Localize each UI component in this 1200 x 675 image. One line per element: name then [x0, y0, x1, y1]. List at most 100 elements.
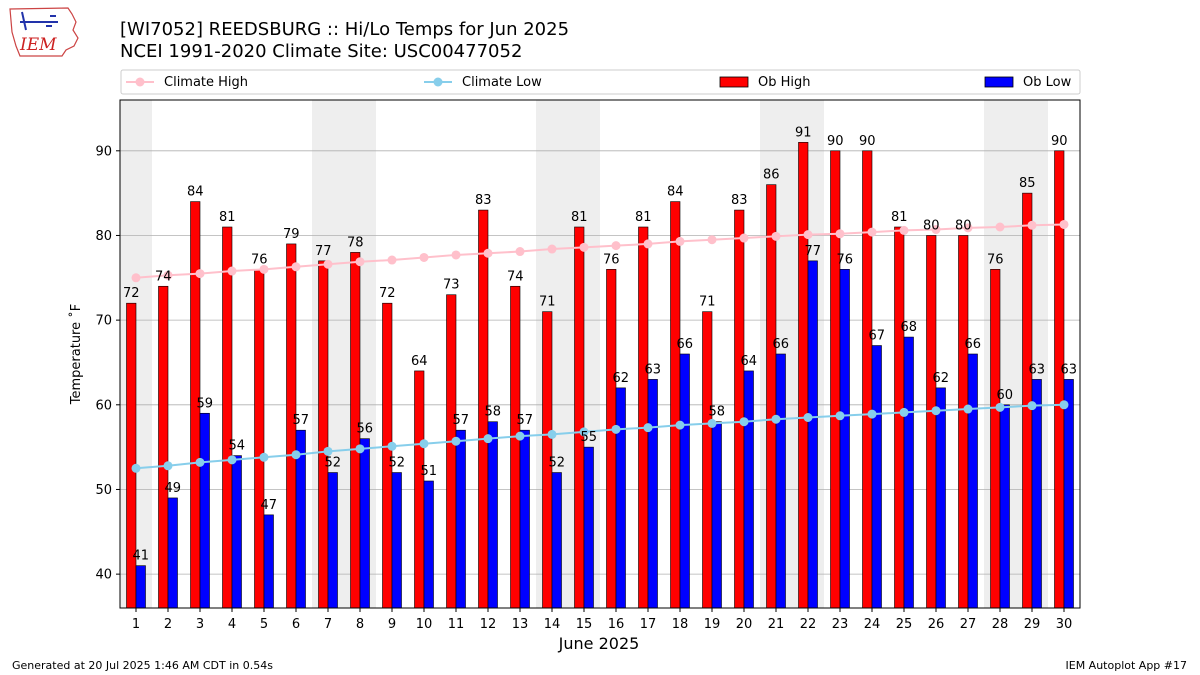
climate-low-point-day-23: [835, 411, 845, 421]
legend-ob-low: Ob Low: [984, 75, 1072, 90]
weather-station-icon: [20, 11, 58, 31]
x-tick-label-13: 13: [512, 617, 529, 632]
x-axis-title: June 2025: [558, 634, 640, 653]
ob-low-bar-day-25: [903, 336, 914, 609]
y-tick-label-60: 60: [95, 398, 112, 413]
chart-subtitle: NCEI 1991-2020 Climate Site: USC00477052: [120, 41, 522, 62]
ob-high-bar-day-18: [670, 201, 681, 609]
x-tick-label-16: 16: [608, 617, 625, 632]
ob-low-value-label-day-25: 68: [900, 320, 917, 335]
climate-low-point-day-14: [547, 429, 557, 439]
climate-high-point-day-11: [451, 250, 461, 260]
ob-high-bar-day-24: [862, 150, 873, 609]
x-tick-label-4: 4: [228, 617, 236, 632]
ob-low-bar-day-10: [423, 480, 434, 609]
ob-high-value-label-day-18: 84: [667, 185, 684, 200]
y-tick-label-70: 70: [95, 314, 112, 329]
legend-ob-high: Ob High: [719, 75, 811, 90]
ob-high-value-label-day-6: 79: [283, 227, 300, 242]
climate-low-point-day-1: [131, 463, 141, 473]
ob-low-value-label-day-10: 51: [420, 464, 437, 479]
ob-high-value-label-day-22: 91: [795, 125, 812, 140]
climate-high-point-day-10: [419, 252, 429, 262]
x-tick-label-17: 17: [640, 617, 657, 632]
ob-high-bar-day-26: [926, 235, 937, 609]
legend-climate-low-label: Climate Low: [462, 75, 542, 90]
ob-high-bar-day-7: [318, 260, 329, 609]
x-tick-label-30: 30: [1056, 617, 1073, 632]
legend: Climate High Climate Low Ob High Ob Low: [120, 69, 1081, 95]
ob-low-bar-day-2: [167, 497, 178, 609]
ob-low-value-label-day-29: 63: [1028, 362, 1045, 377]
climate-high-point-day-9: [387, 255, 397, 265]
ob-low-value-label-day-15: 55: [580, 430, 597, 445]
ob-high-bar-day-10: [414, 370, 425, 609]
climate-high-point-day-24: [867, 227, 877, 237]
climate-low-point-day-18: [675, 420, 685, 430]
climate-low-point-day-30: [1059, 400, 1069, 410]
x-tick-label-23: 23: [832, 617, 849, 632]
x-tick-label-10: 10: [416, 617, 433, 632]
ob-high-value-label-day-16: 76: [603, 252, 620, 267]
ob-low-value-label-day-28: 60: [996, 388, 1013, 403]
x-tick-label-20: 20: [736, 617, 753, 632]
ob-low-value-label-day-17: 63: [644, 362, 661, 377]
climate-high-point-day-2: [163, 270, 173, 280]
ob-low-value-label-day-6: 57: [292, 413, 309, 428]
ob-high-bar-day-28: [990, 269, 1001, 609]
climate-low-point-day-6: [291, 450, 301, 460]
ob-low-bar-day-15: [583, 446, 594, 609]
x-tick-label-1: 1: [132, 617, 140, 632]
iem-logo: IEM: [9, 7, 79, 57]
climate-low-point-day-17: [643, 423, 653, 433]
x-tick-label-9: 9: [388, 617, 396, 632]
ob-high-bar-day-13: [510, 285, 521, 609]
chart-title: [WI7052] REEDSBURG :: Hi/Lo Temps for Ju…: [120, 19, 569, 40]
legend-climate-low-marker: [433, 77, 443, 87]
ob-high-bar-day-2: [158, 285, 169, 609]
x-tick-label-14: 14: [544, 617, 561, 632]
ob-high-value-label-day-20: 83: [731, 193, 748, 208]
ob-low-bar-day-30: [1063, 379, 1074, 609]
x-tick-label-25: 25: [896, 617, 913, 632]
x-tick-label-22: 22: [800, 617, 817, 632]
climate-high-point-day-6: [291, 262, 301, 272]
x-tick-label-5: 5: [260, 617, 268, 632]
x-tick-label-24: 24: [864, 617, 881, 632]
ob-low-bar-day-8: [359, 438, 370, 609]
ob-high-bar-day-22: [798, 142, 809, 609]
climate-low-line: [135, 403, 1065, 470]
climate-high-point-day-8: [355, 257, 365, 267]
climate-high-point-day-28: [995, 222, 1005, 232]
ob-high-bar-day-16: [606, 269, 617, 609]
legend-ob-high-swatch: [719, 76, 749, 88]
climate-high-point-day-22: [803, 230, 813, 240]
legend-climate-high-marker: [135, 77, 145, 87]
ob-high-bar-day-25: [894, 226, 905, 609]
climate-low-point-day-3: [195, 457, 205, 467]
climate-high-point-day-25: [899, 225, 909, 235]
x-tick-label-7: 7: [324, 617, 332, 632]
climate-low-point-day-4: [227, 455, 237, 465]
ob-high-value-label-day-21: 86: [763, 168, 780, 183]
ob-low-value-label-day-19: 58: [708, 405, 725, 420]
climate-high-point-day-7: [323, 259, 333, 269]
ob-low-bar-day-20: [743, 370, 754, 609]
ob-low-bar-day-11: [455, 429, 466, 609]
generated-footer: Generated at 20 Jul 2025 1:46 AM CDT in …: [12, 659, 273, 672]
ob-high-value-label-day-14: 71: [539, 295, 556, 310]
climate-low-point-day-20: [739, 417, 749, 427]
x-tick-label-6: 6: [292, 617, 300, 632]
x-tick-label-29: 29: [1024, 617, 1041, 632]
ob-low-bar-day-22: [807, 260, 818, 609]
ob-high-value-label-day-29: 85: [1019, 176, 1036, 191]
x-tick-label-19: 19: [704, 617, 721, 632]
climate-high-point-day-23: [835, 229, 845, 239]
x-tick-label-12: 12: [480, 617, 497, 632]
ob-high-bar-day-21: [766, 184, 777, 609]
climate-low-point-day-13: [515, 431, 525, 441]
climate-low-point-day-12: [483, 434, 493, 444]
ob-low-value-label-day-5: 47: [260, 498, 277, 513]
ob-low-bar-day-13: [519, 429, 530, 609]
climate-low-point-day-22: [803, 413, 813, 422]
